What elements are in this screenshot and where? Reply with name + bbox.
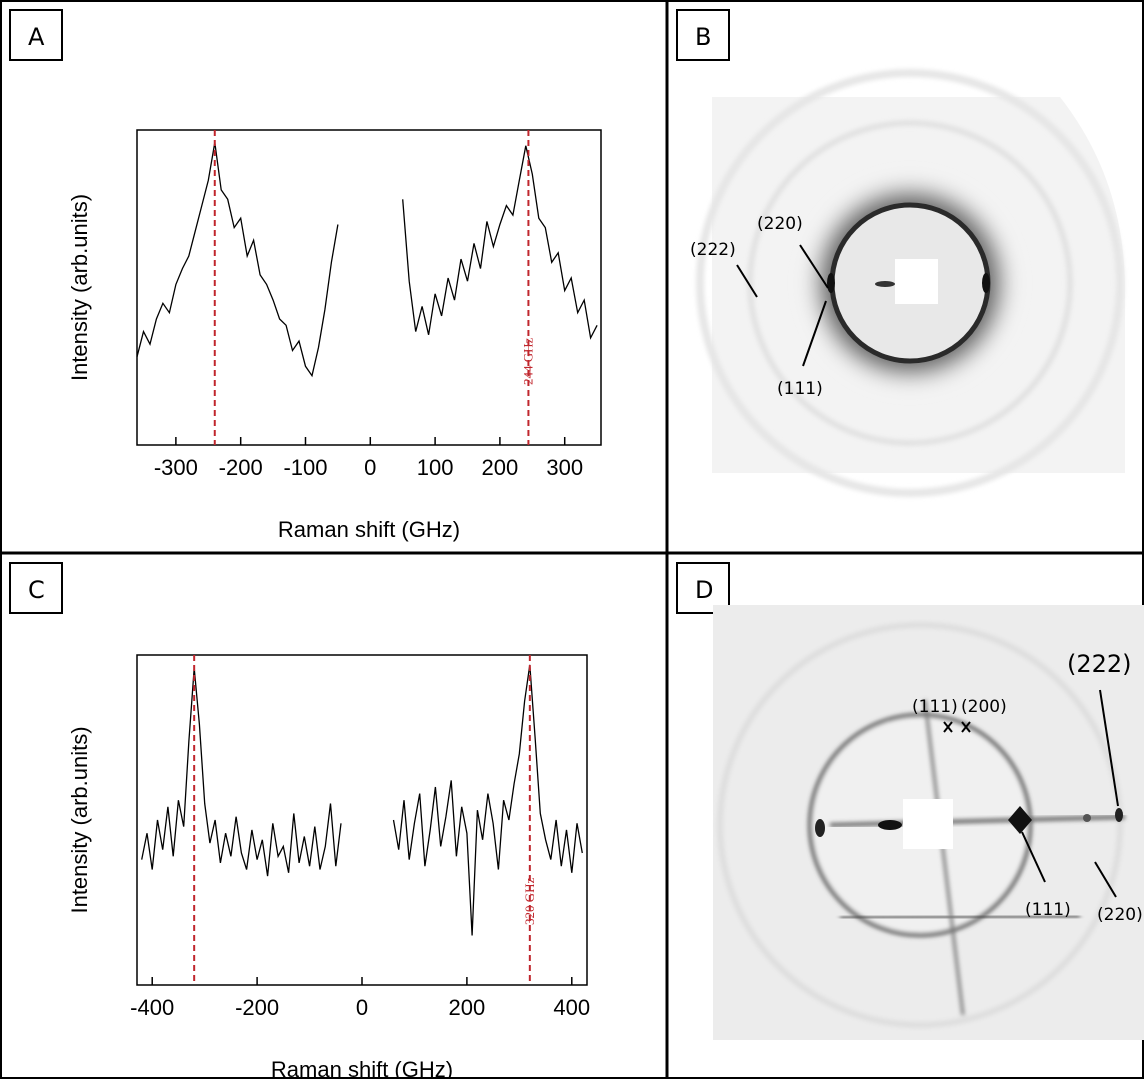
- diffraction-image: [696, 69, 1125, 497]
- plot-frame: [136, 654, 588, 986]
- x-tick-label: -200: [219, 455, 263, 480]
- reflection-label: (111): [912, 697, 958, 717]
- reflection-label: (111): [777, 379, 823, 399]
- x-tick-label: 0: [356, 995, 368, 1020]
- spectrum-line: [141, 664, 583, 936]
- reflection-label: (200): [961, 697, 1007, 717]
- reference-label: 320 GHz: [522, 877, 537, 925]
- x-tick-label: -200: [235, 995, 279, 1020]
- spectrum-line: [136, 142, 598, 378]
- diffraction-image: [713, 605, 1144, 1040]
- panel-label: C: [28, 576, 45, 604]
- reflection-label: (222): [1067, 650, 1132, 678]
- y-axis-label: Intensity (arb.units): [67, 726, 92, 913]
- x-axis-label: Raman shift (GHz): [278, 517, 460, 542]
- panel-label-box: [9, 9, 730, 614]
- x-tick-label: -400: [130, 995, 174, 1020]
- x-tick-label: -300: [154, 455, 198, 480]
- x-tick-label: 400: [553, 995, 590, 1020]
- x-tick-label: 300: [546, 455, 583, 480]
- x-tick-label: 100: [417, 455, 454, 480]
- y-axis-label: Intensity (arb.units): [67, 194, 92, 381]
- x-axis-label: Raman shift (GHz): [271, 1057, 453, 1079]
- panel-label: A: [28, 23, 45, 51]
- panel-label: D: [695, 576, 713, 604]
- reference-label: 244 GHz: [520, 337, 535, 385]
- x-tick-label: 200: [449, 995, 486, 1020]
- x-tick-label: -100: [283, 455, 327, 480]
- panel-label: B: [695, 23, 711, 51]
- reflection-label: (222): [690, 240, 736, 260]
- plot-frame: [136, 129, 602, 446]
- x-tick-label: 0: [364, 455, 376, 480]
- reflection-label: (220): [1097, 905, 1143, 925]
- reflection-label: (111): [1025, 900, 1071, 920]
- x-tick-label: 200: [482, 455, 519, 480]
- reflection-label: (220): [757, 214, 803, 234]
